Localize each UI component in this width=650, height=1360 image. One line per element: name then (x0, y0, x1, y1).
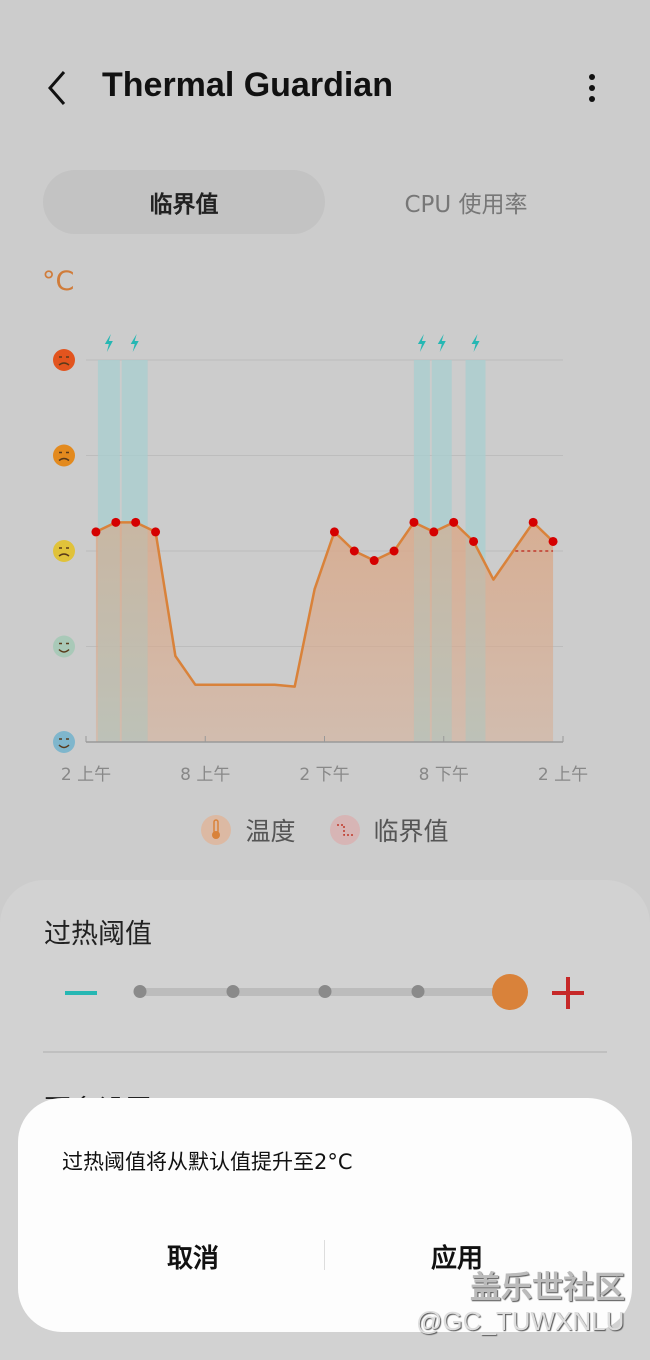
overheat-threshold-title: 过热阈值 (44, 919, 152, 950)
face-mouth (58, 362, 70, 366)
temperature-point (151, 527, 161, 537)
legend-label: 温度 (245, 817, 296, 846)
temperature-point (548, 536, 558, 546)
hot-face-icon (53, 444, 75, 467)
very-cold-face-icon (53, 731, 75, 753)
slider-step[interactable] (226, 985, 239, 998)
lightning-icon (130, 334, 139, 352)
temperature-area (95, 522, 554, 742)
face-mouth (58, 648, 70, 653)
lightning-icon (417, 334, 426, 352)
charging-band-overlay (97, 360, 120, 742)
charging-band-overlay (465, 360, 486, 742)
tab-threshold[interactable]: 临界值 (43, 170, 325, 234)
temperature-point (349, 546, 359, 556)
x-tick-label: 2 上午 (537, 765, 589, 785)
x-tick-label: 8 上午 (180, 765, 231, 785)
face-mouth (58, 744, 70, 749)
confirm-dialog: 过热阈值将从默认值提升至2°C 取消 应用 (18, 1098, 632, 1332)
chevron-left-icon (48, 71, 66, 105)
apply-button[interactable]: 应用 (430, 1243, 483, 1274)
page-title: Thermal Guardian (102, 66, 393, 104)
neutral-face-icon (53, 540, 75, 562)
temperature-chart (53, 334, 564, 753)
face-mouth (58, 457, 70, 462)
legend-item-temperature: 温度 (201, 812, 296, 848)
minus-icon (65, 991, 97, 995)
cancel-button[interactable]: 取消 (166, 1243, 219, 1274)
slider-step[interactable] (411, 985, 424, 998)
temperature-point (369, 556, 379, 566)
chart-legend: 温度 临界值 (0, 812, 650, 848)
temperature-point (409, 517, 419, 527)
legend-label: 临界值 (373, 817, 449, 846)
temperature-point (449, 517, 459, 527)
slider-thumb[interactable] (492, 974, 528, 1010)
lightning-icon (104, 334, 113, 352)
charging-band-overlay (413, 360, 430, 742)
legend-item-threshold: 临界值 (329, 812, 449, 848)
tab-cpu-usage[interactable]: CPU 使用率 (404, 192, 528, 218)
x-tick-label: 2 下午 (299, 765, 350, 785)
x-tick-label: 8 下午 (418, 765, 469, 785)
watermark: 盖乐世社区 (470, 1270, 625, 1306)
chart-unit-label: °C (42, 266, 75, 297)
temperature-point (429, 527, 439, 537)
charging-band-overlay (431, 360, 452, 742)
decrease-button[interactable] (64, 976, 98, 1010)
temperature-point (91, 527, 101, 537)
lightning-icon (437, 334, 446, 352)
slider-step[interactable] (318, 985, 332, 998)
temperature-point (469, 536, 479, 546)
temperature-point (131, 517, 141, 527)
dialog-message: 过热阈值将从默认值提升至2°C (62, 1150, 353, 1174)
overheat-threshold-slider[interactable] (133, 974, 528, 1010)
threshold-step-icon (329, 815, 360, 845)
button-separator (324, 1240, 325, 1270)
more-options-button[interactable] (578, 70, 606, 106)
charging-band-overlay (121, 360, 148, 742)
increase-button[interactable] (550, 975, 586, 1011)
temperature-point (528, 517, 538, 527)
plus-icon (552, 977, 584, 1009)
x-tick-label: 2 上午 (60, 765, 112, 785)
cool-face-icon (53, 635, 75, 658)
temperature-point (389, 546, 399, 556)
face-mouth (58, 553, 70, 557)
temperature-point (329, 527, 339, 537)
temperature-line (95, 521, 554, 688)
divider (43, 1051, 607, 1053)
back-button[interactable] (40, 66, 76, 110)
temperature-point (111, 517, 121, 527)
lightning-icon (471, 334, 480, 352)
slider-step[interactable] (133, 985, 147, 998)
watermark-handle: @GC_TUWXNLU (416, 1306, 625, 1336)
thermometer-icon (201, 815, 232, 845)
overheated-face-icon (53, 349, 75, 371)
